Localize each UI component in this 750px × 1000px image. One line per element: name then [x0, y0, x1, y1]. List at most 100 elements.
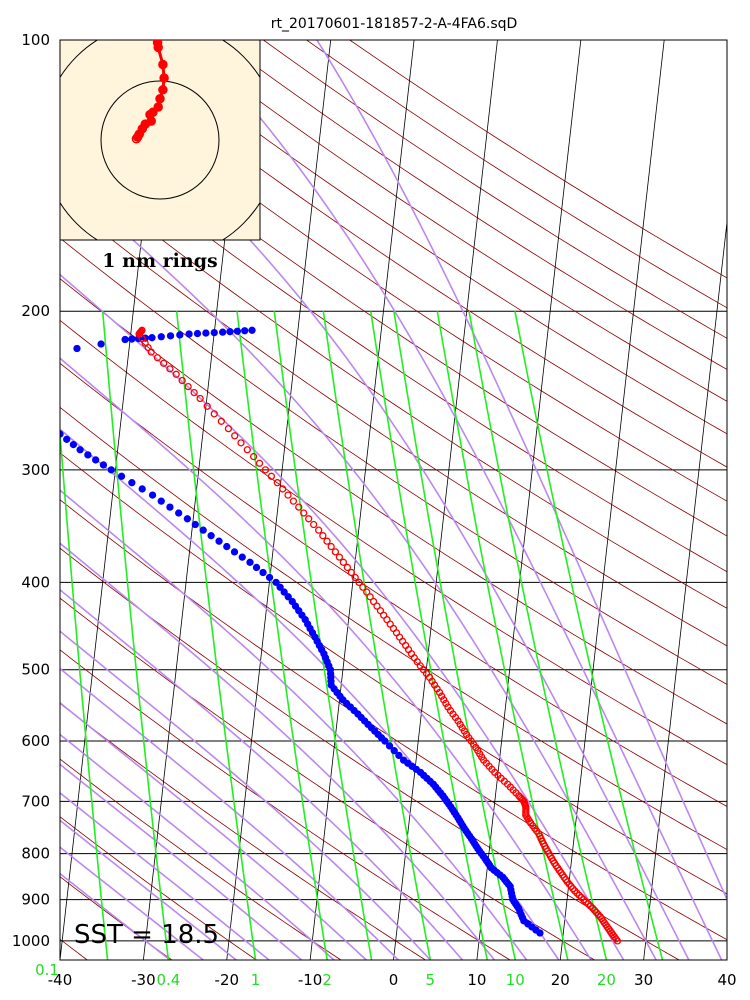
dewpoint-point	[284, 593, 292, 601]
temperature-point	[373, 602, 381, 610]
dewpoint-point	[230, 548, 239, 556]
dewpoint-point	[223, 542, 231, 551]
dewpoint-point	[37, 409, 43, 415]
dewpoint-point	[219, 328, 227, 336]
isotherm-line	[559, 40, 665, 960]
dewpoint-point	[25, 362, 31, 368]
pressure-tick-label: 700	[21, 792, 50, 810]
mixing-ratio-lines	[2, 311, 664, 960]
pressure-tick-label: 500	[21, 661, 50, 679]
dewpoint-point	[280, 588, 288, 596]
dewpoint-point	[31, 399, 37, 405]
dewpoint-point	[193, 329, 202, 338]
mixing-ratio-line	[393, 311, 517, 960]
moist-adiabat-line	[60, 701, 367, 960]
temperature-point	[224, 424, 233, 433]
mixing-ratio-line	[273, 311, 373, 960]
dewpoint-point	[166, 503, 174, 511]
temperature-point	[295, 503, 303, 511]
mixing-ratio-line	[2, 311, 51, 960]
dewpoint-point	[25, 380, 31, 386]
temperature-tick-label: 30	[634, 971, 653, 989]
mixing-ratio-line	[101, 311, 170, 960]
dry-adiabats	[0, 40, 727, 960]
dewpoint-point	[175, 509, 183, 517]
moist-adiabat-line	[60, 489, 528, 960]
dewpoint-point	[25, 357, 31, 363]
dewpoint-point	[27, 392, 33, 398]
temperature-point	[249, 452, 258, 461]
dewpoint-point	[69, 440, 78, 449]
inset-background	[59, 39, 261, 241]
dewpoint-point	[97, 340, 105, 348]
temperature-point	[347, 568, 356, 577]
isotherm-line	[643, 218, 727, 960]
mixing-ratio-line	[175, 311, 257, 960]
temperature-point	[300, 509, 308, 517]
dewpoint-point	[385, 742, 394, 750]
moist-adiabat-line	[60, 846, 204, 960]
dry-adiabat-line	[60, 649, 511, 960]
dewpoint-point	[246, 558, 254, 566]
dewpoint-point	[25, 368, 31, 374]
dewpoint-point	[26, 354, 32, 360]
dewpoint-point	[24, 359, 30, 365]
moist-adiabat-line	[60, 763, 303, 960]
temperature-point	[376, 607, 385, 615]
temperature-point	[590, 906, 599, 915]
temperature-point	[343, 563, 352, 572]
isotherm-line	[309, 40, 415, 960]
temperature-point	[327, 542, 335, 551]
temperature-tick-label: -10	[298, 971, 323, 989]
dewpoint-point	[241, 327, 249, 335]
dewpoint-point	[176, 331, 184, 339]
temperature-point	[580, 896, 588, 904]
mixing-ratio-tick-labels: 0.1 0.4 1 2 5 10 20	[35, 961, 616, 989]
isotherms	[60, 40, 727, 960]
dewpoint-point	[84, 451, 92, 459]
dewpoint-point	[248, 326, 256, 334]
temperature-point	[138, 326, 146, 334]
track-point	[158, 85, 168, 95]
moist-adiabat-line	[60, 667, 399, 960]
dewpoint-point	[215, 537, 223, 545]
pressure-tick-label: 900	[21, 891, 50, 909]
dewpoint-point	[73, 344, 81, 353]
dry-adiabat-line	[60, 85, 727, 537]
temperature-point	[573, 889, 581, 897]
dry-adiabat-line	[0, 40, 3, 960]
mixing-ratio-line	[514, 311, 664, 960]
dry-adiabat-line	[60, 49, 727, 502]
dewpoint-point	[148, 491, 157, 499]
dewpoint-point	[50, 426, 56, 432]
dewpoint-point	[25, 388, 31, 394]
temperature-point	[366, 593, 374, 601]
temperature-tick-label: -30	[131, 971, 156, 989]
temperature-profile	[135, 326, 622, 945]
temperature-point	[237, 439, 245, 447]
temperature-point	[178, 376, 186, 385]
mixing-ratio-line	[60, 423, 109, 960]
dewpoint-profile	[24, 326, 544, 937]
temperature-point	[190, 388, 198, 397]
temperature-point	[203, 402, 211, 410]
temperature-tick-label: -20	[215, 971, 240, 989]
dewpoint-point	[63, 435, 71, 443]
dewpoint-point	[191, 520, 199, 529]
temperature-point	[255, 459, 264, 467]
moist-adiabat-line	[60, 357, 592, 960]
moist-adiabat-line	[60, 54, 690, 960]
dewpoint-point	[207, 532, 215, 540]
temperature-tick-label: -40	[48, 971, 73, 989]
dewpoint-point	[183, 515, 192, 523]
temperature-point	[166, 365, 174, 373]
temperature-point	[575, 891, 583, 899]
dewpoint-point	[50, 350, 56, 356]
temperature-point	[335, 553, 344, 561]
dry-adiabat-line	[60, 452, 727, 895]
dewpoint-point	[138, 485, 146, 493]
track-point	[158, 59, 168, 70]
pressure-tick-label: 800	[21, 845, 50, 863]
dewpoint-point	[46, 420, 52, 426]
